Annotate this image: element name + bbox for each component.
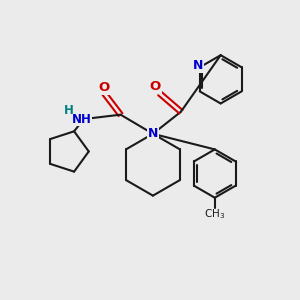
Text: H: H xyxy=(64,104,74,117)
Text: N: N xyxy=(193,59,203,72)
Text: N: N xyxy=(148,127,158,140)
Text: O: O xyxy=(150,80,161,94)
Text: CH$_3$: CH$_3$ xyxy=(204,207,225,221)
Text: O: O xyxy=(98,81,110,94)
Text: NH: NH xyxy=(71,112,91,126)
